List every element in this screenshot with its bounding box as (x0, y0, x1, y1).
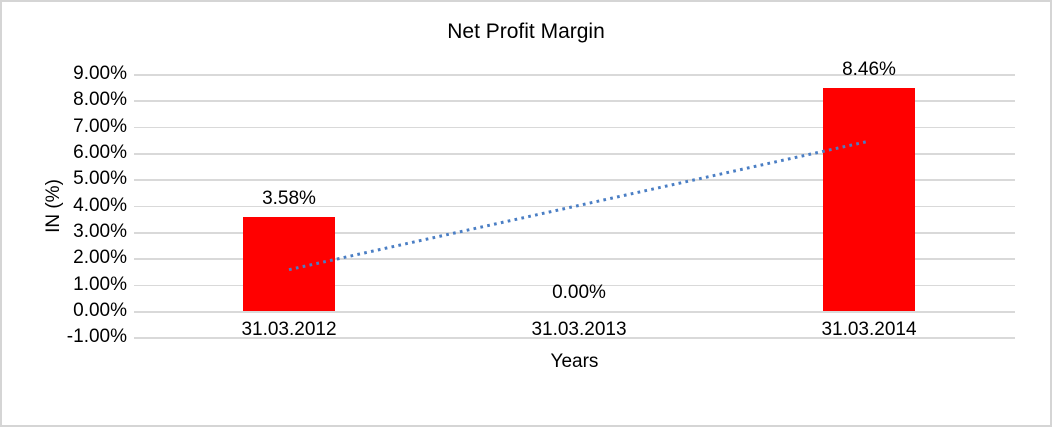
y-tick-label: 5.00% (73, 168, 127, 190)
y-tick-label: 3.00% (73, 221, 127, 242)
y-tick-label: 1.00% (73, 273, 127, 295)
gridline (134, 74, 1015, 76)
gridline (134, 284, 1015, 287)
gridline (134, 100, 1015, 102)
x-category-label: 31.03.2012 (241, 319, 337, 340)
y-tick-label: 6.00% (73, 142, 127, 164)
x-category-label: 31.03.2013 (531, 319, 627, 340)
y-tick-label: -1.00% (66, 326, 127, 348)
bar (243, 216, 335, 311)
bar-data-label: 0.00% (552, 282, 606, 303)
y-tick-label: 2.00% (73, 247, 127, 269)
y-tick-label: 7.00% (73, 115, 127, 137)
y-tick-label: 9.00% (73, 63, 127, 85)
gridline (134, 311, 1015, 313)
y-tick-label: 8.00% (73, 89, 127, 111)
x-axis-title: Years (550, 351, 599, 372)
chart-title: Net Profit Margin (447, 20, 605, 43)
y-tick-label: 4.00% (73, 194, 127, 216)
y-tick-label: 0.00% (73, 300, 127, 321)
bar-data-label: 8.46% (842, 59, 896, 81)
bar (823, 88, 915, 311)
bar-data-label: 3.58% (262, 187, 316, 209)
gridline (134, 337, 1015, 339)
x-category-label: 31.03.2014 (821, 319, 917, 340)
gridline (134, 126, 1015, 129)
